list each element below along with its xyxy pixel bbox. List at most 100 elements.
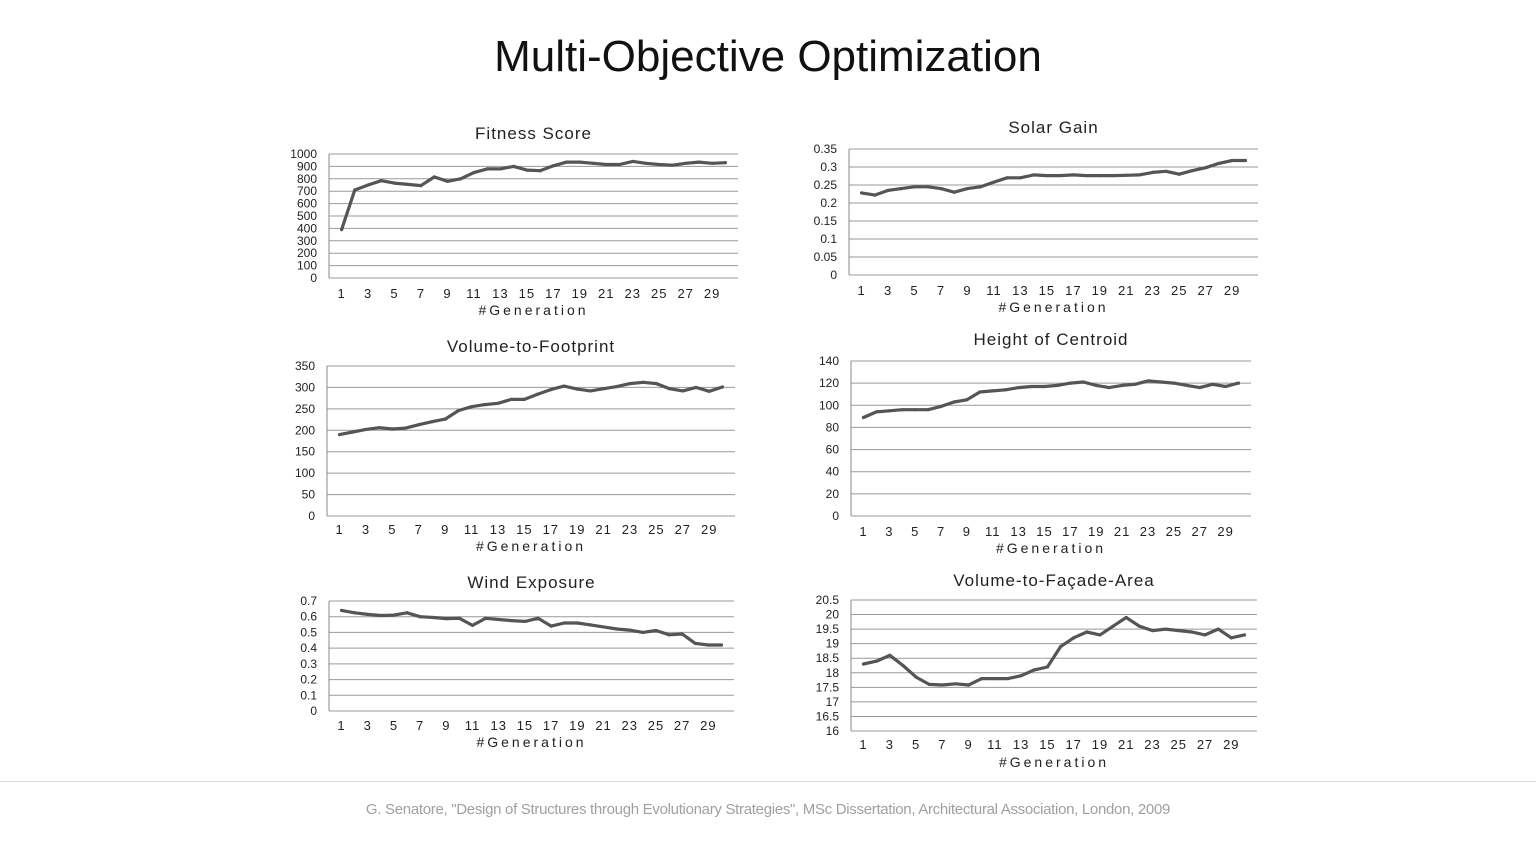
- y-tick-label: 500: [297, 209, 317, 223]
- data-point: [939, 404, 943, 408]
- data-point: [615, 384, 619, 389]
- y-tick-label: 50: [302, 488, 316, 502]
- data-point: [1032, 668, 1036, 672]
- x-tick-label: 29: [701, 522, 717, 537]
- data-point: [1042, 384, 1047, 389]
- data-point: [377, 426, 381, 430]
- data-point: [419, 184, 423, 188]
- x-tick-label: 29: [1217, 524, 1233, 539]
- x-tick-label: 5: [388, 522, 396, 537]
- data-point: [510, 619, 514, 623]
- y-tick-label: 0.7: [300, 594, 317, 608]
- data-point: [1072, 636, 1076, 640]
- data-point: [562, 384, 566, 388]
- data-point: [575, 387, 579, 391]
- y-tick-label: 250: [295, 402, 315, 416]
- x-tick-label: 13: [491, 718, 507, 733]
- data-point: [1055, 383, 1060, 387]
- data-point: [861, 415, 866, 420]
- data-point: [379, 179, 383, 183]
- y-tick-label: 0.3: [300, 657, 317, 671]
- y-tick-label: 200: [297, 246, 317, 260]
- y-tick-label: 17.5: [816, 680, 840, 694]
- x-tick-label: 15: [517, 718, 533, 733]
- data-point: [1019, 674, 1023, 678]
- data-point: [417, 423, 421, 427]
- x-tick-label: 21: [1118, 283, 1134, 298]
- data-point: [1172, 381, 1176, 385]
- x-axis-label: #Generation: [476, 734, 586, 750]
- y-tick-label: 17: [826, 695, 840, 709]
- y-tick-label: 600: [297, 197, 317, 211]
- data-point: [706, 643, 710, 647]
- y-tick-label: 100: [295, 466, 315, 480]
- data-point: [525, 168, 529, 172]
- x-tick-label: 7: [416, 718, 424, 733]
- y-tick-label: 140: [819, 354, 839, 368]
- data-point: [654, 628, 658, 633]
- x-tick-label: 3: [885, 524, 893, 539]
- x-tick-label: 11: [986, 283, 1002, 298]
- y-tick-label: 0.6: [300, 610, 317, 624]
- data-point: [723, 161, 728, 165]
- data-point: [1005, 176, 1009, 180]
- data-point: [873, 193, 877, 197]
- data-point: [364, 427, 368, 432]
- x-tick-label: 15: [1036, 524, 1052, 539]
- data-point: [680, 632, 684, 636]
- data-point: [1098, 633, 1102, 637]
- data-point: [887, 409, 891, 413]
- data-point: [965, 398, 969, 402]
- x-tick-label: 23: [625, 286, 641, 301]
- x-tick-label: 13: [492, 286, 508, 301]
- data-point: [979, 185, 983, 189]
- y-tick-label: 0.4: [300, 641, 317, 655]
- data-point: [403, 426, 408, 430]
- x-tick-label: 19: [1088, 524, 1104, 539]
- x-tick-label: 3: [884, 283, 892, 298]
- chart-title: Solar Gain: [1008, 118, 1098, 137]
- x-tick-label: 9: [963, 283, 971, 298]
- x-tick-label: 15: [1039, 283, 1055, 298]
- chart-title: Volume-to-Footprint: [447, 337, 615, 356]
- series-line: [338, 380, 725, 437]
- x-tick-label: 3: [886, 737, 894, 752]
- data-point: [1094, 383, 1098, 387]
- data-point: [578, 160, 582, 164]
- data-point: [1081, 380, 1085, 384]
- x-tick-label: 9: [442, 718, 450, 733]
- data-point: [392, 613, 396, 617]
- data-point: [1216, 627, 1220, 631]
- data-point: [1164, 169, 1168, 173]
- data-point: [353, 188, 357, 192]
- y-tick-label: 300: [295, 380, 315, 394]
- data-point: [657, 162, 661, 167]
- data-point: [469, 405, 474, 409]
- data-point: [693, 641, 697, 646]
- data-point: [1004, 388, 1008, 392]
- x-tick-label: 1: [337, 718, 345, 733]
- data-point: [1159, 380, 1163, 384]
- data-point: [551, 164, 555, 168]
- data-point: [484, 616, 488, 620]
- y-tick-label: 0.1: [300, 688, 317, 702]
- x-tick-label: 27: [1197, 283, 1213, 298]
- y-tick-label: 900: [297, 159, 317, 173]
- x-tick-label: 25: [1166, 524, 1182, 539]
- data-point: [914, 675, 918, 679]
- x-tick-label: 5: [911, 524, 919, 539]
- data-point: [900, 408, 904, 412]
- x-axis-label: #Generation: [998, 299, 1108, 315]
- page-title: Multi-Objective Optimization: [494, 32, 1042, 81]
- data-point: [926, 185, 930, 189]
- data-point: [1032, 173, 1036, 177]
- data-point: [392, 181, 397, 185]
- y-tick-label: 0.1: [820, 232, 837, 246]
- chart-fitness-score: Fitness Score 010020030040050060070080090…: [290, 124, 738, 318]
- x-tick-label: 3: [364, 286, 372, 301]
- x-axis-label: #Generation: [478, 302, 588, 318]
- data-point: [1137, 624, 1141, 628]
- x-tick-label: 7: [417, 286, 425, 301]
- data-point: [496, 401, 500, 405]
- x-tick-label: 25: [648, 522, 664, 537]
